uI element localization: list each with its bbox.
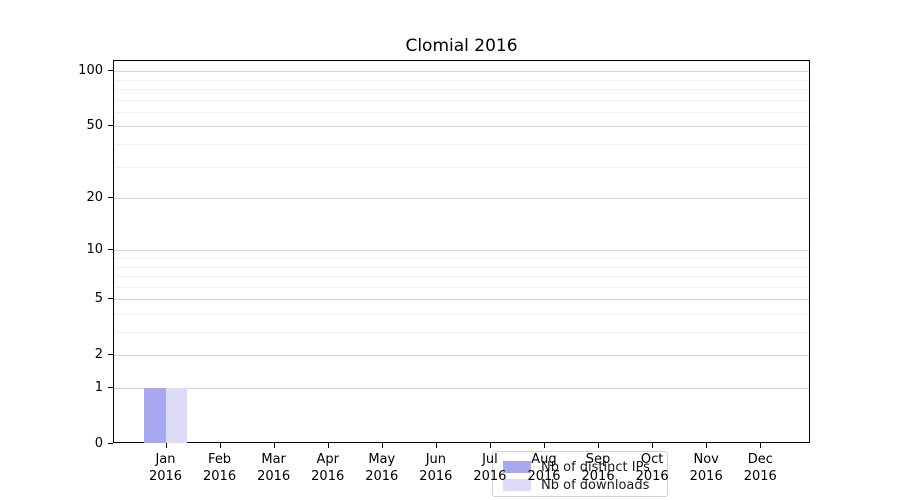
y-tick-mark <box>108 70 113 72</box>
x-tick-month: Mar <box>261 452 286 467</box>
x-tick-label: May 2016 <box>355 451 409 485</box>
x-tick-mark <box>760 443 762 448</box>
x-tick-year: 2016 <box>203 469 237 484</box>
legend-label-downloads: Nb of downloads <box>541 477 650 493</box>
x-tick-mark <box>381 443 383 448</box>
x-tick-month: Aug <box>531 452 557 467</box>
x-tick-mark <box>273 443 275 448</box>
x-tick-month: Feb <box>208 452 232 467</box>
x-tick-label: Feb 2016 <box>193 451 247 485</box>
y-tick-label: 20 <box>86 190 103 206</box>
gridline-major <box>114 250 809 252</box>
gridline-minor <box>114 266 809 268</box>
x-tick-month: Nov <box>693 452 719 467</box>
gridline-minor <box>114 89 809 91</box>
x-tick-mark <box>219 443 221 448</box>
x-tick-year: 2016 <box>311 469 345 484</box>
x-tick-label: Mar 2016 <box>247 451 301 485</box>
gridline-major <box>114 198 809 200</box>
gridline-minor <box>114 144 809 146</box>
y-tick-label: 50 <box>86 118 103 134</box>
x-tick-label: Oct 2016 <box>625 451 679 485</box>
x-tick-year: 2016 <box>365 469 399 484</box>
gridline-minor <box>114 313 809 315</box>
x-tick-year: 2016 <box>473 469 507 484</box>
gridline-major <box>114 355 809 357</box>
x-tick-year: 2016 <box>148 469 183 484</box>
x-tick-mark <box>165 443 167 448</box>
x-tick-label: Nov 2016 <box>679 451 733 485</box>
y-tick-label: 5 <box>94 291 103 307</box>
gridline-minor <box>114 258 809 259</box>
x-tick-month: Apr <box>316 452 339 467</box>
x-tick-label: Dec 2016 <box>733 451 787 485</box>
y-tick-mark <box>108 298 113 300</box>
y-tick-mark <box>108 443 113 444</box>
x-tick-mark <box>543 443 545 448</box>
x-tick-label: Jul 2016 <box>463 451 517 485</box>
legend-swatch-downloads-icon <box>503 479 531 491</box>
gridline-minor <box>114 332 809 334</box>
y-tick-label: 100 <box>78 63 103 79</box>
x-tick-mark <box>652 443 654 448</box>
x-tick-year: 2016 <box>581 469 615 484</box>
y-tick-mark <box>108 387 113 388</box>
legend-item-downloads: Nb of downloads <box>503 476 659 494</box>
legend-swatch-distinct-ips-icon <box>503 461 531 473</box>
gridline-minor <box>114 99 809 101</box>
x-tick-year: 2016 <box>743 469 777 484</box>
y-tick-label: 1 <box>94 380 103 395</box>
x-tick-month: Jan <box>155 452 176 467</box>
y-tick-mark <box>108 125 113 127</box>
bar-distinct-ips-jan <box>144 388 166 443</box>
gridline-major <box>114 71 809 73</box>
x-tick-month: Oct <box>640 452 664 467</box>
x-tick-year: 2016 <box>635 469 669 484</box>
x-tick-mark <box>327 443 329 448</box>
x-tick-label: Jan 2016 <box>139 451 193 485</box>
x-tick-label: Jun 2016 <box>409 451 463 485</box>
x-tick-month: Jul <box>482 452 498 467</box>
y-tick-mark <box>108 197 113 199</box>
x-tick-mark <box>706 443 708 448</box>
legend-item-distinct-ips: Nb of distinct IPs <box>503 458 659 476</box>
legend: Nb of distinct IPs Nb of downloads <box>492 451 668 497</box>
y-tick-mark <box>108 249 113 251</box>
y-tick-label: 10 <box>86 242 103 258</box>
x-tick-label: Apr 2016 <box>301 451 355 485</box>
x-tick-mark <box>435 443 437 448</box>
gridline-minor <box>114 166 809 168</box>
x-tick-year: 2016 <box>527 469 561 484</box>
gridline-minor <box>114 286 809 288</box>
x-tick-mark <box>489 443 491 448</box>
gridline-major <box>114 388 809 389</box>
x-tick-month: Sep <box>585 452 611 467</box>
x-tick-year: 2016 <box>689 469 723 484</box>
bar-downloads-jan <box>165 388 187 443</box>
gridline-major <box>114 299 809 301</box>
gridline-minor <box>114 276 809 278</box>
gridline-major <box>114 126 809 128</box>
y-tick-mark <box>108 354 113 356</box>
x-tick-mark <box>598 443 600 448</box>
x-tick-month: Dec <box>747 452 773 467</box>
y-tick-label: 2 <box>94 347 103 363</box>
chart-title: Clomial 2016 <box>405 36 518 56</box>
gridline-minor <box>114 111 809 113</box>
x-tick-month: May <box>368 452 396 467</box>
gridline-minor <box>114 79 809 81</box>
plot-area: Nb of distinct IPs Nb of downloads <box>113 60 810 497</box>
x-tick-year: 2016 <box>419 469 453 484</box>
x-tick-year: 2016 <box>257 469 291 484</box>
legend-label-distinct-ips: Nb of distinct IPs <box>541 459 650 475</box>
x-tick-month: Jun <box>425 452 446 467</box>
y-tick-label: 0 <box>94 436 103 451</box>
x-tick-label: Sep 2016 <box>571 451 625 485</box>
x-tick-label: Aug 2016 <box>517 451 571 485</box>
